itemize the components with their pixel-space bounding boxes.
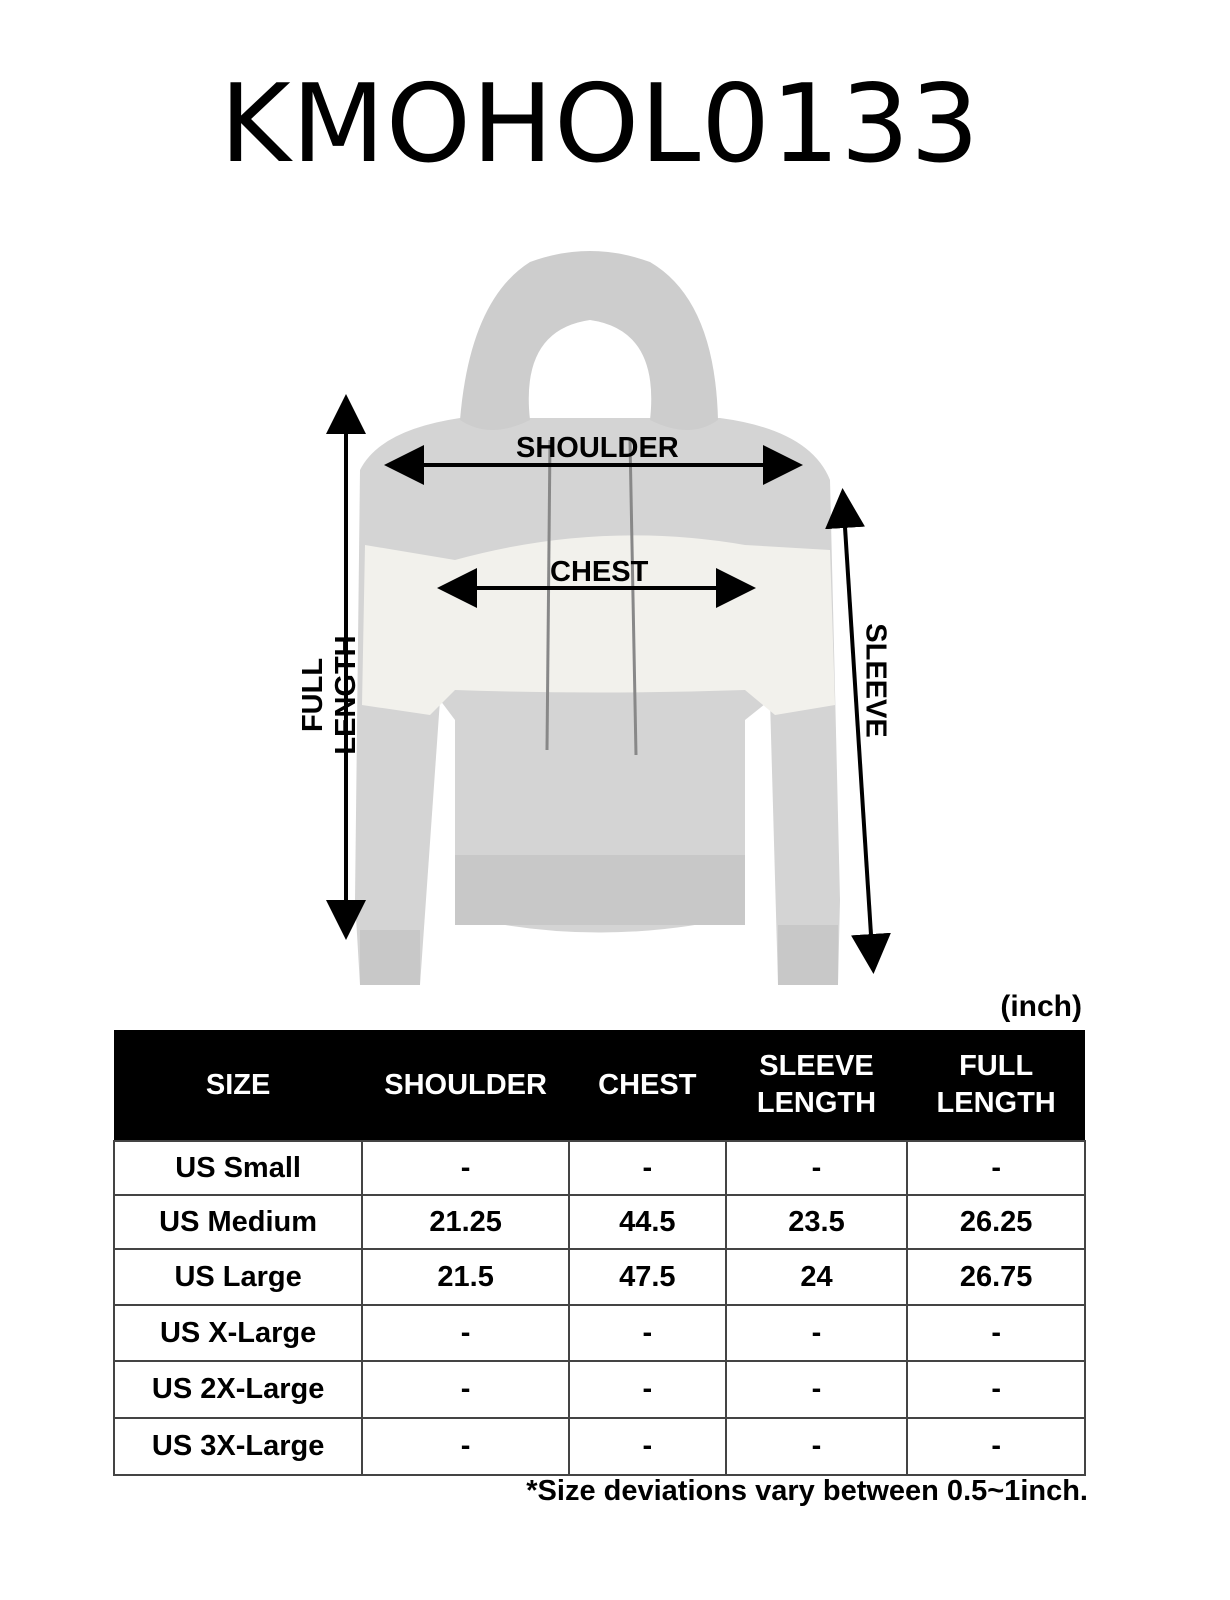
table-cell: 21.5 [361,1248,570,1306]
table-row: US X-Large - - - - [112,1304,1086,1362]
product-code-title: KMOHOL0133 [219,62,981,187]
header-text: SHOULDER [384,1068,547,1101]
table-cell: - [567,1140,727,1196]
table-row: US Small - - - - [112,1140,1086,1196]
table-cell: 26.75 [906,1248,1086,1306]
table-cell: US Large [112,1248,364,1306]
header-text: SIZE [205,1068,271,1101]
size-table: SIZE SHOULDER CHEST SLEEVE LENGTH FULL LEN… [112,1030,1086,1476]
shoulder-label: SHOULDER [516,432,679,464]
table-cell: - [724,1417,909,1476]
table-cell: 47.5 [567,1248,727,1306]
hoodie-illustration [355,251,840,985]
header-text: LENGTH [936,1087,1056,1119]
table-cell: - [361,1417,570,1476]
full-length-label: FULL LENGTH [297,635,362,755]
header-full-length: FULL LENGTH [907,1030,1085,1141]
table-cell: - [906,1360,1086,1419]
header-text: SLEEVE [759,1050,874,1082]
table-row: US 3X-Large - - - - [112,1417,1086,1476]
table-header-row: SIZE SHOULDER CHEST SLEEVE LENGTH FULL LEN… [114,1030,1085,1141]
table-cell: - [724,1140,909,1196]
table-cell: - [361,1360,570,1419]
table-cell: - [567,1304,727,1362]
header-text: CHEST [598,1068,697,1101]
table-cell: 23.5 [724,1194,909,1250]
table-cell: - [361,1140,570,1196]
table-cell: - [906,1417,1086,1476]
table-cell: 26.25 [906,1194,1086,1250]
header-sleeve-length: SLEEVE LENGTH [725,1030,908,1141]
chest-label: CHEST [550,556,649,588]
table-cell: - [361,1304,570,1362]
header-text: FULL [959,1050,1034,1082]
table-cell: US 2X-Large [112,1360,364,1419]
table-cell: 21.25 [361,1194,570,1250]
header-shoulder: SHOULDER [362,1030,569,1141]
header-size: SIZE [114,1030,363,1141]
sleeve-arrow [825,488,891,974]
table-cell: - [906,1304,1086,1362]
table-cell: - [567,1360,727,1419]
table-cell: 24 [724,1248,909,1306]
table-row: US Large 21.5 47.5 24 26.75 [112,1248,1086,1306]
table-cell: US Medium [112,1194,364,1250]
header-chest: CHEST [568,1030,726,1141]
unit-label: (inch) [1000,990,1082,1023]
table-cell: - [567,1417,727,1476]
table-cell: US X-Large [112,1304,364,1362]
table-cell: US Small [112,1140,364,1196]
hoodie-diagram [326,251,891,985]
table-cell: 44.5 [567,1194,727,1250]
table-row: US Medium 21.25 44.5 23.5 26.25 [112,1194,1086,1250]
sleeve-label: SLEEVE [859,623,892,738]
table-cell: - [906,1140,1086,1196]
table-row: US 2X-Large - - - - [112,1360,1086,1419]
header-text: LENGTH [756,1087,877,1119]
table-cell: US 3X-Large [112,1417,364,1476]
table-cell: - [724,1304,909,1362]
table-cell: - [724,1360,909,1419]
size-deviation-note: *Size deviations vary between 0.5~1inch. [526,1475,1088,1507]
